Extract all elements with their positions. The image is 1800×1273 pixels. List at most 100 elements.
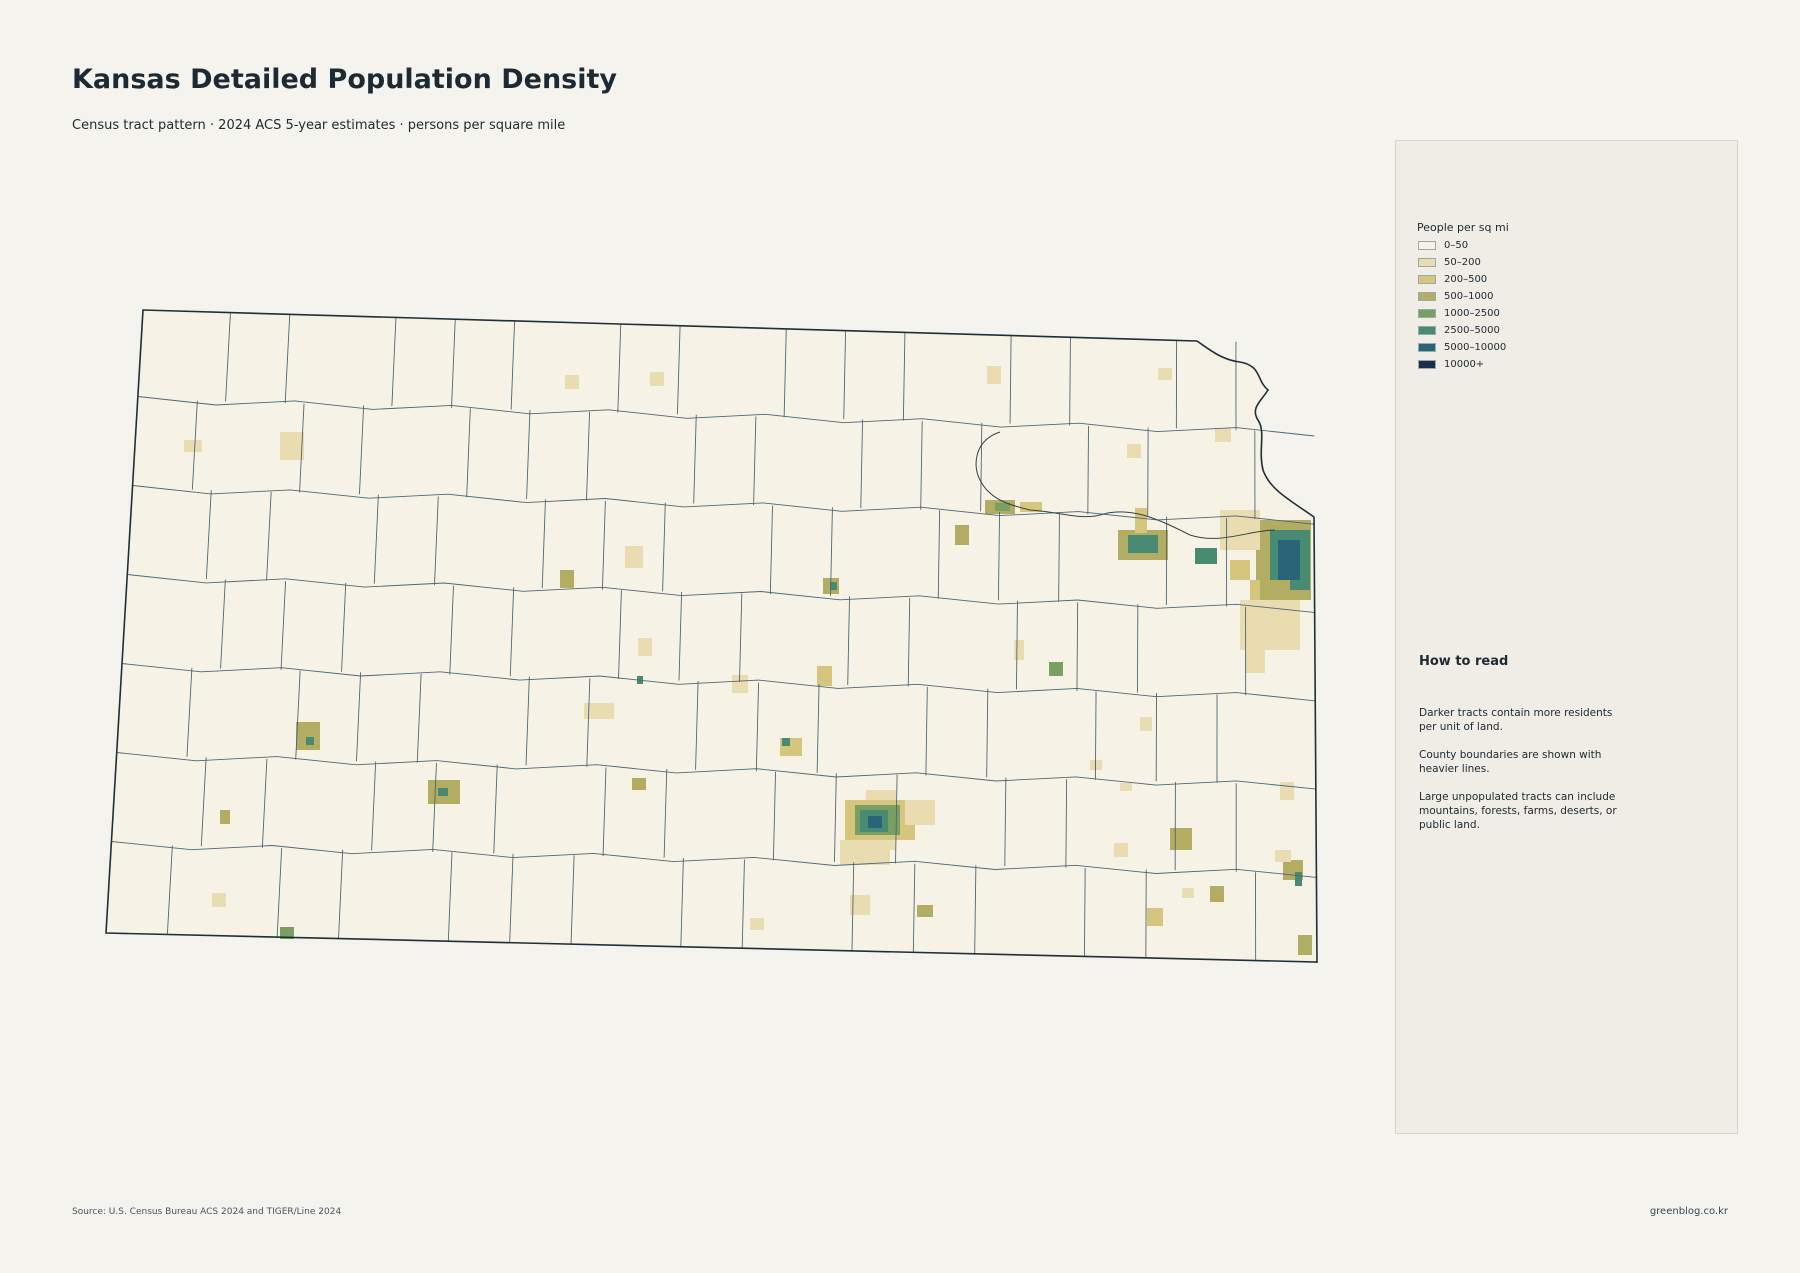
legend-item: 1000–2500 [1418,308,1500,319]
tract [987,366,1001,384]
county-boundary [338,849,344,939]
legend-swatch [1418,343,1436,352]
county-boundary [570,855,575,945]
county-boundary [986,688,989,778]
county-boundary [601,501,606,590]
county-boundary [602,767,607,857]
county-boundary [137,396,1315,437]
county-boundary [997,511,1000,601]
tract [1049,662,1063,676]
legend-swatch [1418,360,1436,369]
tract [1147,908,1163,926]
county-boundary [127,574,1316,614]
county-boundary [834,773,837,862]
county-boundary [586,411,591,501]
legend-label: 200–500 [1444,274,1488,285]
tract [565,375,579,389]
legend-swatch [1418,309,1436,318]
county-boundary [225,312,231,402]
tract [1114,843,1128,857]
tract [1170,828,1192,850]
tract [817,666,832,686]
legend-item: 5000–10000 [1418,342,1506,353]
county-boundary [783,328,787,418]
source: Source: U.S. Census Bureau ACS 2024 and … [72,1207,342,1217]
tract [995,503,1010,511]
tract [1275,850,1291,862]
county-boundary [830,507,833,596]
county-boundary [1016,600,1018,690]
county-boundary [586,678,591,767]
county-boundary [912,863,916,953]
county-boundary [526,410,531,499]
county-boundary [937,510,941,599]
county-boundary [416,673,422,763]
county-boundary [680,858,684,947]
legend-item: 500–1000 [1418,291,1494,302]
county-boundary [907,597,911,687]
county-boundary [295,670,301,760]
county-boundary [663,768,668,858]
county-boundary [769,505,773,595]
county-boundary [1004,777,1007,867]
county-boundary [617,323,622,413]
tract [1120,783,1132,791]
tract [1014,640,1024,660]
counties [111,312,1317,961]
legend-item: 0–50 [1418,240,1468,251]
county-boundary [739,593,743,683]
subtitle: Census tract pattern · 2024 ACS 5-year e… [72,118,566,133]
legend-item: 200–500 [1418,274,1487,285]
tract [1298,935,1312,955]
tract [750,918,764,930]
county-boundary [895,774,898,864]
note-paragraph: Large unpopulated tracts can include mou… [1419,791,1617,831]
county-boundary [341,582,347,672]
county-boundary [755,682,760,772]
tract [1260,580,1290,600]
county-boundary [1009,335,1012,424]
county-boundary [261,758,268,848]
county-boundary [509,587,515,677]
county-boundary [920,421,923,510]
county-boundary [1084,868,1086,957]
state-fill [106,310,1317,962]
legend-title: People per sq mi [1417,221,1509,234]
county-boundary [847,596,850,685]
county-boundary [1069,336,1071,426]
legend-swatch [1418,292,1436,301]
county-boundary [356,672,362,762]
county-boundary [525,676,530,766]
tract [1127,444,1141,458]
note-paragraph: County boundaries are shown with heavier… [1419,749,1602,775]
tract [1280,782,1294,800]
tract [1230,560,1250,580]
county-boundary [434,496,439,586]
county-boundary [166,845,173,935]
county-boundary [860,419,864,509]
tract [625,546,643,568]
tract [1158,368,1172,380]
county-boundary [618,590,622,679]
side-panel [1395,140,1738,1134]
county-boundary [925,687,928,776]
legend-label: 10000+ [1444,359,1485,370]
tract [1210,886,1224,902]
tract [212,893,226,907]
county-boundary [299,403,305,493]
county-boundary [132,485,1315,525]
title: Kansas Detailed Population Density [72,64,617,95]
tract [220,810,230,824]
tract [1295,872,1302,886]
county-boundary [753,416,757,506]
tract [1278,540,1300,580]
county-boundary [432,763,437,852]
county-boundary [695,681,699,770]
county-boundary [509,853,514,943]
river [975,431,1276,539]
county-boundary [191,400,198,490]
county-boundary [816,684,820,773]
legend-label: 50–200 [1444,257,1481,268]
county-boundary [678,591,683,681]
